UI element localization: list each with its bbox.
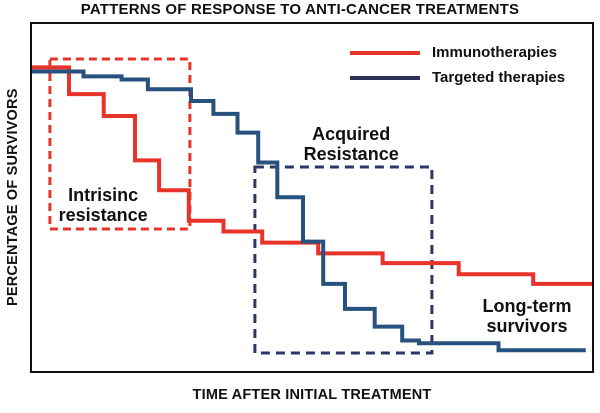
survival-chart-svg — [32, 57, 592, 355]
long-term-survivors-label-line1: Long-term — [482, 295, 572, 316]
plot-area: Intrisinc resistance Acquired Resistance… — [30, 22, 594, 373]
legend: Immunotherapies Targeted therapies — [350, 40, 565, 90]
legend-item-targeted-therapies: Targeted therapies — [350, 65, 565, 90]
acquired-resistance-label-line1: Acquired — [312, 123, 391, 144]
acquired-resistance-label: Acquired Resistance — [304, 124, 399, 164]
long-term-survivors-label: Long-term survivors — [483, 296, 572, 336]
intrinsic-resistance-label: Intrisinc resistance — [59, 185, 148, 225]
long-term-survivors-label-line2: survivors — [486, 315, 568, 336]
intrinsic-resistance-box — [48, 57, 192, 231]
intrinsic-resistance-label-line2: resistance — [58, 205, 148, 226]
acquired-resistance-label-line2: Resistance — [303, 144, 399, 165]
legend-item-immunotherapies: Immunotherapies — [350, 40, 565, 65]
targeted-therapies-curve — [32, 69, 586, 353]
x-axis-label: TIME AFTER INITIAL TREATMENT — [192, 387, 432, 403]
plot-inner: Intrisinc resistance Acquired Resistance… — [32, 24, 592, 371]
immunotherapies-curve — [32, 65, 592, 286]
figure-title: PATTERNS OF RESPONSE TO ANTI-CANCER TREA… — [80, 1, 520, 18]
targeted-therapies-legend-label: Targeted therapies — [432, 69, 566, 86]
immunotherapies-legend-label: Immunotherapies — [432, 44, 558, 61]
immunotherapies-line-swatch — [350, 50, 420, 55]
acquired-resistance-box — [253, 165, 434, 355]
intrinsic-resistance-label-line1: Intrisinc — [68, 184, 139, 205]
y-axis-label: PERCENTAGE OF SURVIVORS — [5, 88, 21, 307]
targeted-therapies-line-swatch — [350, 75, 420, 80]
